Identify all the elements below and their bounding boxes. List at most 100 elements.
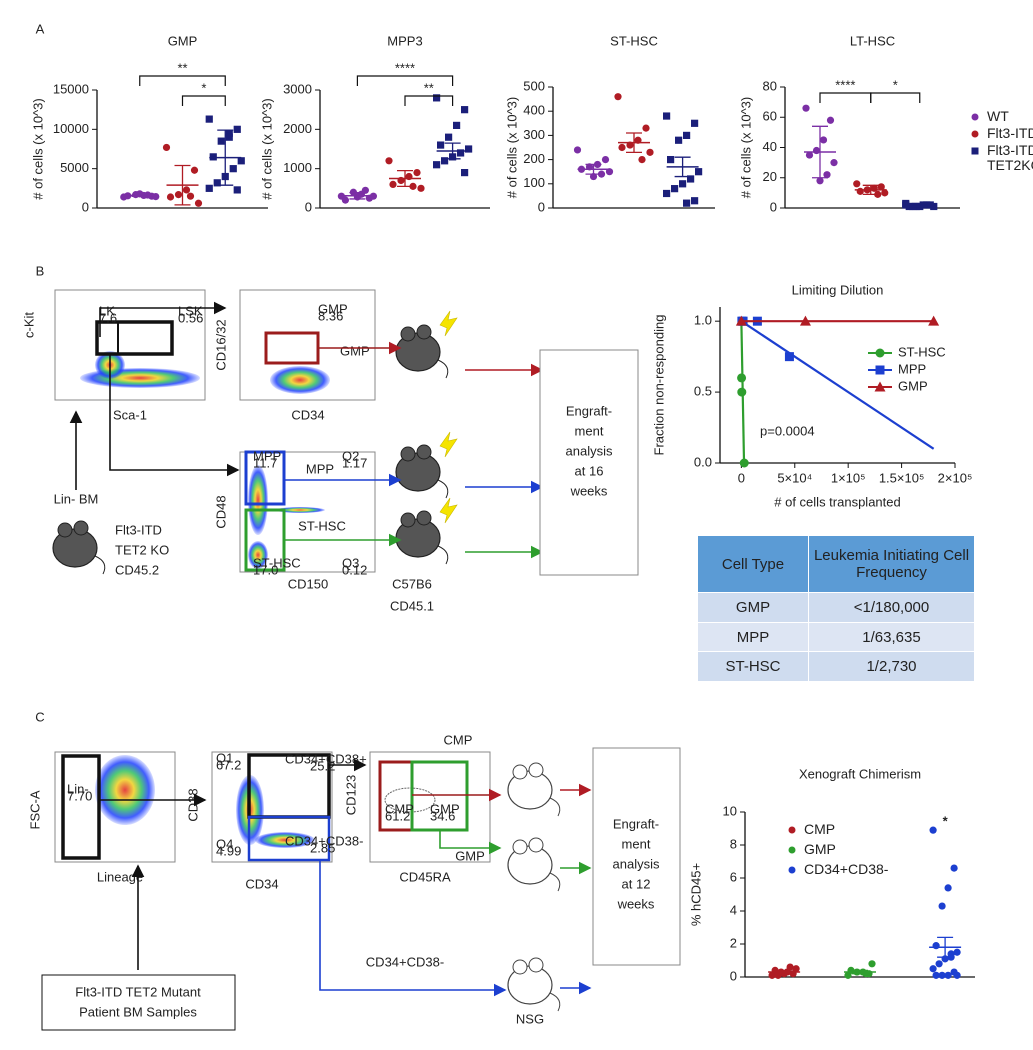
flow-density <box>95 755 155 825</box>
significance-label: ** <box>177 60 187 75</box>
data-point <box>739 458 749 468</box>
table-row: ST-HSC 1/2,730 <box>697 651 975 682</box>
analysis-box <box>539 349 639 576</box>
label: weeks <box>617 896 655 911</box>
data-point <box>174 191 183 199</box>
gate <box>95 320 174 356</box>
data-point <box>461 106 469 114</box>
label: Flt3-ITD <box>115 522 162 537</box>
panel-label: C <box>35 709 44 724</box>
annotation: p=0.0004 <box>760 423 815 438</box>
data-point <box>457 149 465 157</box>
irradiation <box>439 497 458 524</box>
cell: GMP <box>697 592 809 623</box>
data-point <box>929 826 937 834</box>
data-point <box>929 965 937 973</box>
header-cell: Leukemia Initiating Cell Frequency <box>808 535 975 593</box>
error-bar <box>911 202 928 208</box>
error-bar <box>776 970 793 974</box>
data-point <box>671 185 679 193</box>
legend-marker <box>971 113 979 121</box>
mouse-icon <box>395 510 449 565</box>
data-point <box>675 136 683 144</box>
data-point <box>642 124 650 132</box>
label: CMP <box>444 732 473 747</box>
y-tick-label: 300 <box>523 127 545 142</box>
cell: ST-HSC <box>697 651 809 682</box>
mouse-tail <box>94 555 106 575</box>
data-point <box>229 165 237 173</box>
significance-bracket <box>139 75 226 86</box>
label: TET2 KO <box>115 542 169 557</box>
arrow <box>439 830 502 855</box>
flow-density <box>384 787 436 813</box>
gate-stat: CD34+CD38- <box>285 833 363 848</box>
legend-marker <box>788 846 796 854</box>
error-bar <box>397 169 413 188</box>
header-cell: Cell Type <box>697 535 809 593</box>
error-bar <box>862 184 879 196</box>
gate-stat: LSK <box>178 303 203 318</box>
y-axis-label: # of cells (x 10^3) <box>30 98 45 199</box>
mouse-ear <box>416 444 432 460</box>
gate-stat: Q2 <box>342 448 359 463</box>
label: CD150 <box>288 576 328 591</box>
label: CD45.2 <box>115 562 159 577</box>
gate-stat: GMP <box>430 801 460 816</box>
flow-plot <box>54 751 176 863</box>
y-tick-label: 15000 <box>53 81 89 96</box>
gate-stat: ST-HSC <box>253 555 301 570</box>
data-point <box>437 141 445 149</box>
gate-stat: 2.85 <box>310 840 335 855</box>
gate-stat: 1.17 <box>342 455 367 470</box>
legend-label: Flt3-ITD <box>987 125 1033 141</box>
y-tick-label: 3000 <box>283 81 312 96</box>
error-bar <box>174 164 191 206</box>
label: ment <box>575 423 604 438</box>
data-point <box>735 315 747 326</box>
data-point <box>695 168 703 176</box>
data-point <box>614 93 622 101</box>
data-point <box>162 143 171 152</box>
y-axis-label: # of cells (x 10^3) <box>259 98 274 199</box>
data-point <box>928 315 940 326</box>
fit-line <box>740 320 935 450</box>
y-tick-label: 1000 <box>283 160 312 175</box>
legend-label: MPP <box>898 361 926 376</box>
legend-marker <box>971 130 979 138</box>
label: MPP <box>306 461 334 476</box>
irradiation <box>439 310 458 337</box>
error-bar <box>217 129 234 186</box>
annotation: * <box>943 813 949 828</box>
x-tick-label: 1.5×10⁵ <box>879 470 925 485</box>
significance-bracket <box>404 95 454 106</box>
label: CD48 <box>213 495 228 528</box>
label: GMP <box>340 343 370 358</box>
mouse-ear <box>528 837 544 853</box>
data-point <box>638 156 646 164</box>
data-point <box>812 146 821 155</box>
data-point <box>679 180 687 188</box>
data-point <box>182 186 191 194</box>
y-tick-label: 0.0 <box>694 454 712 469</box>
y-tick-label: 1.0 <box>694 313 712 328</box>
gate-stat: 7.70 <box>67 788 92 803</box>
label: at 12 <box>622 876 651 891</box>
gate-stat: CD34+CD38+ <box>285 751 367 766</box>
y-tick-label: 8 <box>730 836 737 851</box>
data-point <box>413 169 421 177</box>
data-point <box>784 352 794 362</box>
gate-stat: 11.7 <box>253 455 277 470</box>
irradiation <box>439 431 458 458</box>
y-tick-label: 40 <box>763 139 777 154</box>
gate-stat: 67.2 <box>216 757 241 772</box>
legend-label: WT <box>987 108 1009 124</box>
panel-label: B <box>36 263 45 278</box>
legend-label: GMP <box>898 378 928 393</box>
cell: 1/63,635 <box>808 622 975 652</box>
y-tick-label: 2 <box>730 935 737 950</box>
data-point <box>823 171 831 179</box>
data-point <box>868 960 876 968</box>
